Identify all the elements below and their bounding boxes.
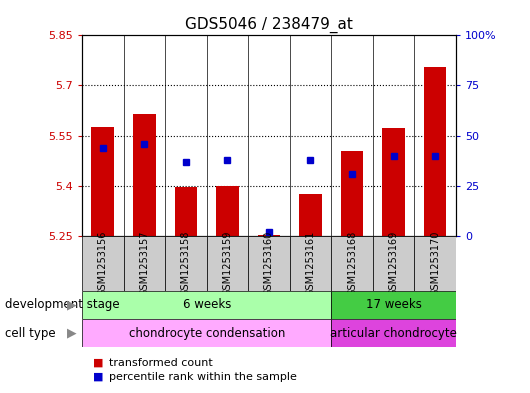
- Text: GSM1253156: GSM1253156: [98, 231, 108, 296]
- Text: GSM1253160: GSM1253160: [264, 231, 274, 296]
- Bar: [165, 236, 207, 291]
- Bar: [82, 319, 331, 347]
- Text: GSM1253161: GSM1253161: [305, 231, 315, 296]
- Bar: [123, 236, 165, 291]
- Bar: [216, 186, 239, 236]
- Text: GSM1253157: GSM1253157: [139, 231, 149, 296]
- Text: development stage: development stage: [5, 298, 120, 312]
- Text: ■: ■: [93, 372, 103, 382]
- Bar: [373, 236, 414, 291]
- Bar: [331, 236, 373, 291]
- Bar: [248, 236, 290, 291]
- Title: GDS5046 / 238479_at: GDS5046 / 238479_at: [185, 17, 353, 33]
- Text: articular chondrocyte: articular chondrocyte: [330, 327, 457, 340]
- Bar: [341, 151, 364, 236]
- Text: percentile rank within the sample: percentile rank within the sample: [109, 372, 296, 382]
- Bar: [174, 187, 197, 236]
- Bar: [414, 236, 456, 291]
- Bar: [290, 236, 331, 291]
- Bar: [207, 236, 248, 291]
- Text: ▶: ▶: [67, 298, 77, 312]
- Bar: [331, 291, 456, 319]
- Text: chondrocyte condensation: chondrocyte condensation: [128, 327, 285, 340]
- Bar: [82, 236, 123, 291]
- Bar: [82, 291, 331, 319]
- Bar: [92, 127, 114, 236]
- Text: GSM1253170: GSM1253170: [430, 231, 440, 296]
- Bar: [133, 114, 156, 236]
- Text: transformed count: transformed count: [109, 358, 213, 368]
- Text: GSM1253169: GSM1253169: [388, 231, 399, 296]
- Bar: [423, 67, 446, 236]
- Bar: [258, 235, 280, 236]
- Bar: [299, 194, 322, 236]
- Text: cell type: cell type: [5, 327, 56, 340]
- Bar: [382, 128, 405, 236]
- Text: GSM1253159: GSM1253159: [223, 231, 233, 296]
- Text: 17 weeks: 17 weeks: [366, 298, 421, 312]
- Text: GSM1253158: GSM1253158: [181, 231, 191, 296]
- Text: ■: ■: [93, 358, 103, 368]
- Text: GSM1253168: GSM1253168: [347, 231, 357, 296]
- Bar: [331, 319, 456, 347]
- Text: ▶: ▶: [67, 327, 77, 340]
- Text: 6 weeks: 6 weeks: [182, 298, 231, 312]
